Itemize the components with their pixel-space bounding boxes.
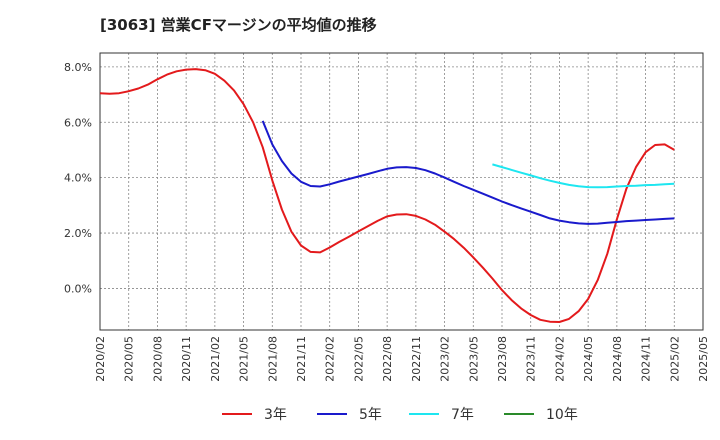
legend-label: 5年	[359, 407, 382, 423]
plot-frame	[99, 52, 704, 331]
x-tick-label: 2023/05	[467, 336, 480, 382]
y-tick-label: 0.0%	[64, 282, 92, 295]
x-tick-label: 2023/02	[439, 336, 452, 382]
legend-label: 10年	[546, 407, 578, 423]
series-lines	[99, 68, 675, 323]
x-tick-label: 2022/02	[324, 336, 337, 382]
chart-title: [3063] 営業CFマージンの平均値の推移	[100, 16, 377, 34]
series-line-7年	[492, 163, 675, 189]
x-tick-label: 2021/02	[209, 336, 222, 382]
x-tick-label: 2021/08	[266, 336, 279, 382]
y-tick-label: 8.0%	[64, 61, 92, 74]
y-tick-label: 4.0%	[64, 172, 92, 185]
legend-label: 3年	[264, 407, 287, 423]
x-tick-label: 2025/05	[697, 336, 710, 382]
x-tick-label: 2020/11	[180, 336, 193, 382]
x-tick-label: 2022/08	[381, 336, 394, 382]
grid-lines	[100, 53, 703, 330]
x-tick-label: 2021/05	[238, 336, 251, 382]
x-tick-label: 2022/11	[410, 336, 423, 382]
legend-label: 7年	[451, 407, 474, 423]
legend: 3年 5年 7年 10年	[222, 407, 578, 423]
x-tick-label: 2024/02	[553, 336, 566, 382]
x-tick-label: 2020/02	[94, 336, 107, 382]
x-tick-label: 2020/05	[123, 336, 136, 382]
series-line-3年	[99, 68, 675, 323]
x-tick-label: 2020/08	[151, 336, 164, 382]
x-tick-label: 2024/11	[640, 336, 653, 382]
x-tick-label: 2024/08	[611, 336, 624, 382]
y-tick-label: 6.0%	[64, 116, 92, 129]
x-tick-label: 2025/02	[668, 336, 681, 382]
x-tick-label: 2023/11	[525, 336, 538, 382]
x-tick-label: 2022/05	[352, 336, 365, 382]
y-tick-label: 2.0%	[64, 227, 92, 240]
series-line-5年	[261, 120, 675, 225]
x-tick-label: 2021/11	[295, 336, 308, 382]
x-tick-label: 2023/08	[496, 336, 509, 382]
x-tick-label: 2024/05	[582, 336, 595, 382]
axes: 0.0% 2.0% 4.0% 6.0% 8.0% 2020/02 2020/05 2020/0…	[64, 52, 710, 382]
